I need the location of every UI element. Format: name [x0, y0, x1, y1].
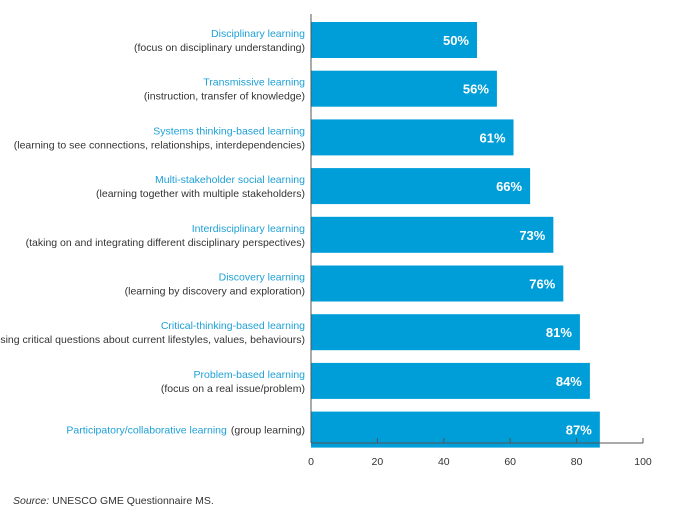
category-description: (instruction, transfer of knowledge) [144, 91, 305, 103]
category-labels: Disciplinary learning (focus on disciplin… [0, 28, 305, 437]
category-description: (learning by discovery and exploration) [125, 286, 305, 298]
category-label: Participatory/collaborative learning (gro… [66, 425, 305, 437]
bar-value-label: 84% [556, 374, 582, 389]
source-text: UNESCO GME Questionnaire MS. [49, 495, 214, 507]
bar-value-label: 50% [443, 33, 469, 48]
bar [311, 119, 514, 156]
bar [311, 314, 580, 351]
source-note: Source: UNESCO GME Questionnaire MS. [13, 495, 214, 507]
bars [311, 22, 600, 448]
x-tick-label: 100 [634, 456, 652, 468]
axes: 0 20 40 60 80 100 [308, 14, 652, 468]
category-description: (focus on disciplinary understanding) [134, 42, 305, 54]
category-description: (learning together with multiple stakeho… [96, 188, 305, 200]
bar [311, 168, 531, 205]
bar-value-label: 56% [463, 82, 489, 97]
category-name: Discovery learning [219, 272, 306, 284]
bar-value-label: 87% [566, 423, 592, 438]
category-name: Interdisciplinary learning [192, 223, 305, 235]
category-name: Multi-stakeholder social learning [155, 174, 305, 186]
category-name: Transmissive learning [203, 77, 305, 89]
value-labels: 50% 56% 61% 66% 73% 76% 81% 84% 87% [443, 33, 592, 438]
x-tick-label: 40 [438, 456, 450, 468]
category-description: (group learning) [231, 425, 305, 437]
x-tick-label: 20 [372, 456, 384, 468]
bar [311, 362, 590, 399]
bar [311, 265, 564, 302]
bar-chart: Disciplinary learning (focus on disciplin… [0, 14, 652, 468]
bar [311, 70, 497, 107]
bar-value-label: 61% [479, 130, 505, 145]
bar-value-label: 66% [496, 179, 522, 194]
category-description: (raising critical questions about curren… [0, 334, 305, 346]
category-description: (focus on a real issue/problem) [161, 383, 305, 395]
bar [311, 22, 477, 58]
x-tick-label: 80 [571, 456, 583, 468]
x-tick-label: 60 [504, 456, 516, 468]
category-description: (learning to see connections, relationsh… [14, 139, 305, 151]
bar [311, 216, 554, 253]
category-name: Disciplinary learning [211, 28, 305, 40]
bar-value-label: 81% [546, 325, 572, 340]
category-description: (taking on and integrating different dis… [26, 237, 305, 249]
bar-value-label: 76% [529, 277, 555, 292]
category-name: Problem-based learning [194, 369, 306, 381]
category-name: Critical-thinking-based learning [161, 320, 305, 332]
category-name: Participatory/collaborative learning [66, 425, 227, 437]
bar-value-label: 73% [519, 228, 545, 243]
source-prefix: Source: [13, 495, 50, 507]
x-tick-label: 0 [308, 456, 314, 468]
bar [311, 411, 600, 448]
category-name: Systems thinking-based learning [153, 125, 305, 137]
